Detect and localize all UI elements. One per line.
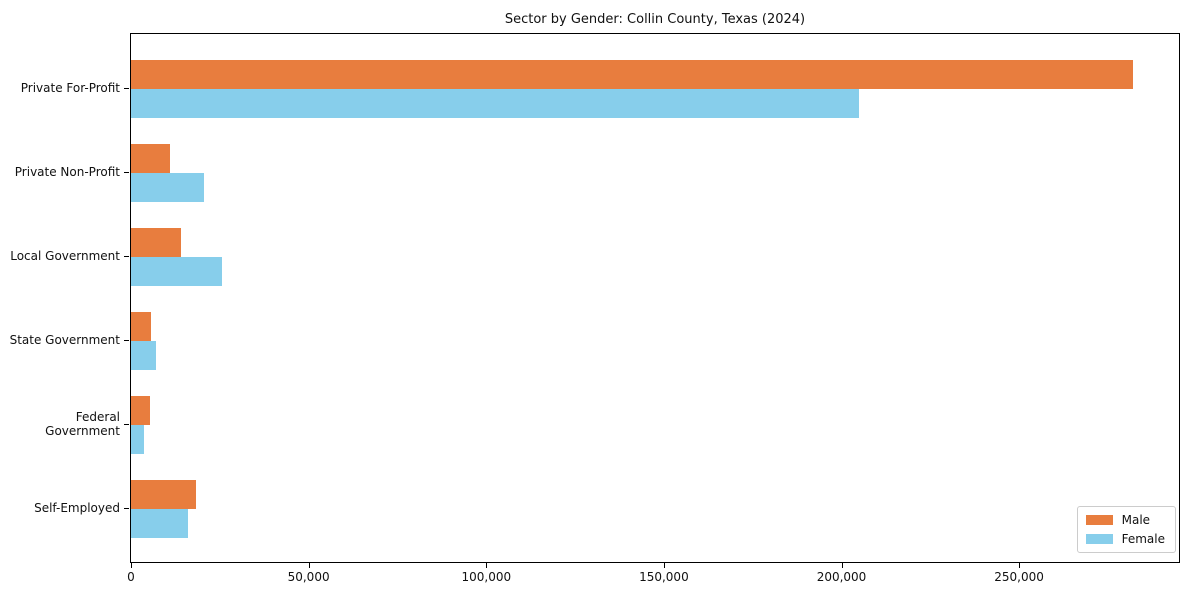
bar-male-state-government xyxy=(131,312,151,341)
ytick-mark xyxy=(124,424,129,425)
bar-male-local-government xyxy=(131,228,181,257)
female-legend-swatch xyxy=(1085,534,1113,544)
ytick-mark xyxy=(124,340,129,341)
ytick-mark xyxy=(124,256,129,257)
chart-title: Sector by Gender: Collin County, Texas (… xyxy=(504,12,806,27)
bar-female-private-non-profit xyxy=(131,173,204,202)
ytick-mark xyxy=(124,88,129,89)
xtick-mark xyxy=(131,563,132,568)
bar-male-private-non-profit xyxy=(131,144,171,173)
bar-female-state-government xyxy=(131,341,156,370)
xtick-mark xyxy=(486,563,488,568)
xtick-mark xyxy=(663,563,665,568)
ytick-mark xyxy=(124,508,129,509)
ytick-label-federal-government: Federal Government xyxy=(45,410,120,438)
xtick-label-100000: 100,000 xyxy=(461,570,512,584)
xtick-mark xyxy=(308,563,310,568)
legend-item-female: Female xyxy=(1085,532,1165,546)
male-legend-label: Male xyxy=(1121,513,1151,527)
ytick-label-private-for-profit: Private For-Profit xyxy=(20,81,120,95)
xtick-label-200000: 200,000 xyxy=(816,570,867,584)
female-legend-label: Female xyxy=(1121,532,1165,546)
ytick-label-state-government: State Government xyxy=(9,333,120,347)
legend: Male Female xyxy=(1076,506,1176,553)
bar-female-local-government xyxy=(131,257,222,286)
xtick-mark xyxy=(841,563,843,568)
bar-female-private-for-profit xyxy=(131,89,860,118)
plot-area xyxy=(130,33,1180,563)
legend-item-male: Male xyxy=(1085,513,1165,527)
ytick-label-private-non-profit: Private Non-Profit xyxy=(14,165,120,179)
xtick-label-50000: 50,000 xyxy=(287,570,330,584)
bar-female-self-employed xyxy=(131,509,188,538)
xtick-mark xyxy=(1019,563,1021,568)
xtick-label-150000: 150,000 xyxy=(639,570,689,584)
male-legend-swatch xyxy=(1085,515,1113,525)
bar-male-private-for-profit xyxy=(131,60,1133,89)
ytick-label-self-employed: Self-Employed xyxy=(34,501,120,515)
xtick-label-250000: 250,000 xyxy=(994,570,1044,584)
xtick-label-0: 0 xyxy=(127,570,135,584)
ytick-mark xyxy=(124,172,129,173)
bar-male-self-employed xyxy=(131,480,196,509)
bar-male-federal-government xyxy=(131,396,151,425)
bar-female-federal-government xyxy=(131,425,145,454)
ytick-label-local-government: Local Government xyxy=(10,249,120,263)
